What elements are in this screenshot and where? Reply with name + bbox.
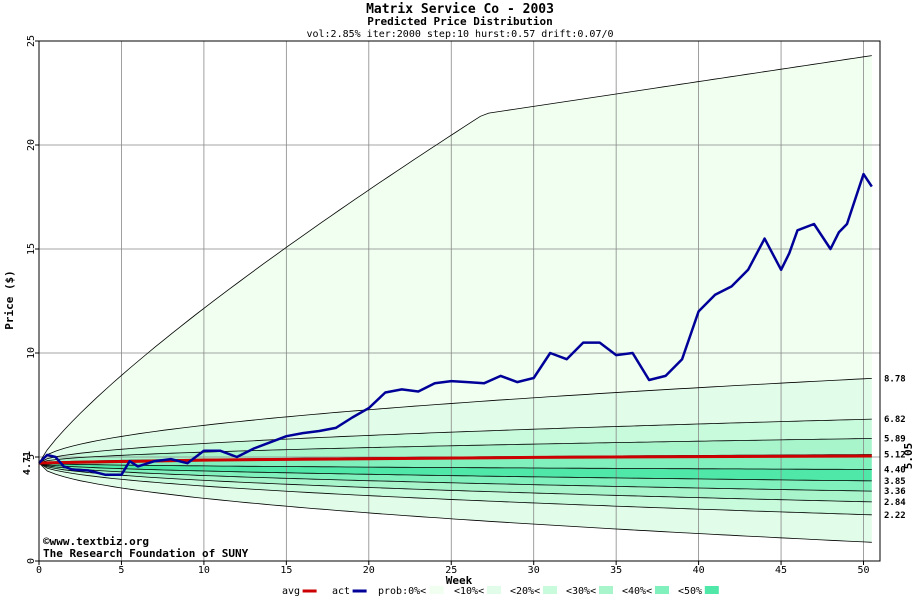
legend-item: <30%<: [566, 586, 613, 597]
probability-band-5: [39, 463, 872, 481]
axes: 0 5 10 15 20 25 30 35 40 45 50 0 5 10 15 20 25 4.71 8.78 6.…: [22, 35, 915, 576]
percentile-end-label: 3.36: [884, 487, 906, 497]
probability-band-7: [39, 463, 872, 502]
percentile-end-label: 2.84: [884, 498, 906, 508]
legend-label: <50%: [678, 586, 702, 597]
percentile-end-label: 5.12: [884, 451, 906, 461]
x-tick-label: 20: [363, 565, 375, 576]
x-tick-label: 30: [528, 565, 540, 576]
x-tick-label: 10: [198, 565, 210, 576]
x-tick-label: 25: [445, 565, 457, 576]
x-tick-label: 5: [118, 565, 124, 576]
percentile-end-label: 3.85: [884, 477, 906, 487]
start-price-label: 4.71: [22, 451, 33, 475]
band-boundary-line-6: [38, 462, 872, 482]
band-boundary-line-5: [38, 462, 872, 470]
legend-item: avg: [282, 586, 317, 597]
probability-band-1: [39, 378, 872, 463]
percentile-end-label: 2.22: [884, 511, 906, 521]
band-boundary-line-8: [38, 462, 872, 503]
series-line-act: [38, 172, 873, 476]
legend-item: prob:0%<: [378, 586, 444, 597]
legend-label: <40%<: [622, 586, 652, 597]
final-actual-label: 5.05: [902, 443, 915, 470]
y-tick-label: 20: [26, 139, 37, 151]
probability-band-6: [39, 463, 872, 492]
percentile-end-label: 6.82: [884, 415, 906, 425]
percentile-end-label: 5.89: [884, 434, 906, 444]
band-boundary-line-1: [38, 378, 872, 464]
chart-title: Matrix Service Co - 2003: [366, 2, 554, 17]
probability-band-0: [39, 55, 872, 463]
y-tick-label: 10: [26, 347, 37, 359]
legend-item: <40%<: [622, 586, 669, 597]
legend-item: <10%<: [454, 586, 501, 597]
legend-swatch-box: [704, 586, 719, 594]
watermark-line-2: The Research Foundation of SUNY: [43, 547, 249, 560]
x-tick-label: 50: [857, 565, 869, 576]
title-block: Matrix Service Co - 2003 Predicted Price…: [306, 2, 613, 40]
y-tick-label: 25: [26, 35, 37, 47]
legend-label: <10%<: [454, 586, 484, 597]
probability-band-8: [39, 463, 872, 515]
watermark-line-1: ©www.textbiz.org: [43, 535, 149, 548]
legend-item: <20%<: [510, 586, 557, 597]
band-boundary-line-3: [38, 438, 872, 464]
legend-label: act: [332, 586, 350, 597]
legend-label: <20%<: [510, 586, 540, 597]
y-tick-label: 0: [26, 558, 37, 564]
x-tick-label: 45: [775, 565, 787, 576]
x-tick-label: 35: [610, 565, 622, 576]
legend-swatch-box: [487, 586, 501, 594]
legend-label: prob:0%<: [378, 586, 426, 597]
y-tick-label: 5: [26, 454, 37, 460]
x-tick-label: 15: [280, 565, 292, 576]
percentile-end-label: 4.40: [884, 465, 906, 475]
plot-area: [38, 40, 880, 562]
watermark: ©www.textbiz.org The Research Foundation…: [43, 535, 249, 560]
legend-item: <50%: [678, 586, 719, 597]
probability-band-9: [39, 463, 872, 543]
plot-frame: [38, 40, 881, 562]
y-tick-label: 15: [26, 243, 37, 255]
legend: avg act prob:0%< <10%< <20%< <30%< <40%< <50%: [282, 586, 719, 597]
band-boundary-line-2: [38, 418, 872, 464]
band-boundary-line-7: [38, 462, 872, 492]
y-axis-label: Price ($): [3, 270, 16, 330]
legend-item: act: [332, 586, 367, 597]
legend-swatch-box: [429, 586, 444, 594]
percentile-end-label: 8.78: [884, 374, 906, 384]
legend-swatch-box: [543, 586, 557, 594]
chart-params: vol:2.85% iter:2000 step:10 hurst:0.57 d…: [306, 29, 613, 40]
legend-label: <30%<: [566, 586, 596, 597]
x-axis-label: Week: [446, 574, 473, 587]
x-tick-label: 40: [693, 565, 705, 576]
band-boundary-line-10: [38, 462, 872, 543]
chart-subtitle: Predicted Price Distribution: [367, 15, 552, 28]
band-boundary-line-0: [38, 55, 872, 464]
probability-band-2: [39, 419, 872, 463]
legend-swatch-box: [655, 586, 669, 594]
band-boundary-line-9: [38, 462, 872, 516]
legend-label: avg: [282, 586, 300, 597]
x-tick-label: 0: [36, 565, 42, 576]
legend-swatch-box: [599, 586, 613, 594]
